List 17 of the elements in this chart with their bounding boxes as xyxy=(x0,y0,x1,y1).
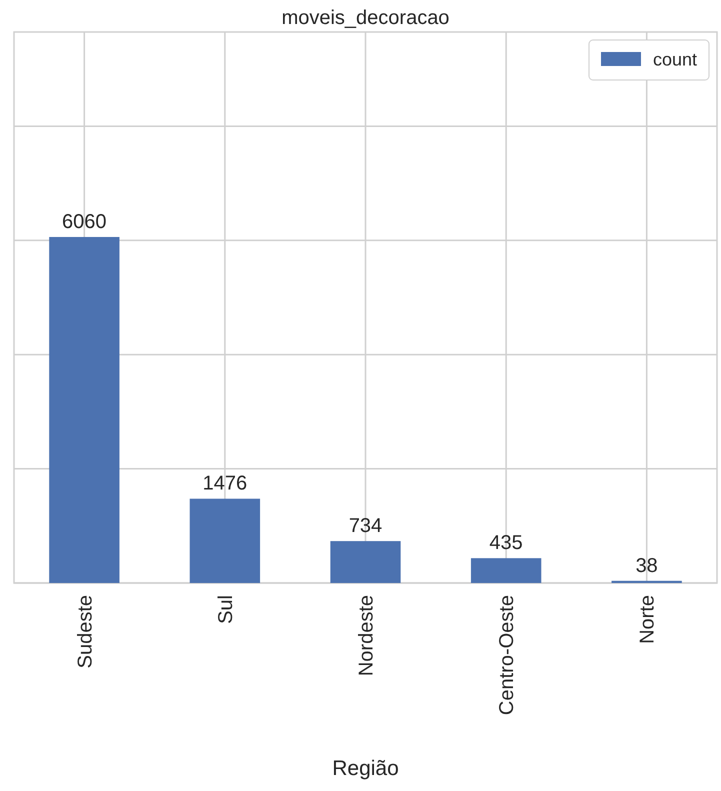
x-axis-title: Região xyxy=(332,757,399,780)
data-label: 38 xyxy=(636,554,658,577)
chart-title: moveis_decoracao xyxy=(282,7,450,29)
bar xyxy=(49,236,120,583)
x-tick-label: Sul xyxy=(214,595,237,624)
x-tick-label: Nordeste xyxy=(356,595,378,676)
x-tick-label: Norte xyxy=(636,595,659,644)
data-label: 6060 xyxy=(62,210,107,233)
x-tick-label: Centro-Oeste xyxy=(496,595,518,716)
legend-label: count xyxy=(653,49,698,70)
bar xyxy=(330,541,401,583)
data-label: 734 xyxy=(348,515,382,538)
bar xyxy=(190,498,260,583)
data-label: 1476 xyxy=(202,472,248,495)
x-tick-label: Sudeste xyxy=(74,595,96,668)
bar xyxy=(470,558,542,583)
data-label: 435 xyxy=(489,532,523,554)
